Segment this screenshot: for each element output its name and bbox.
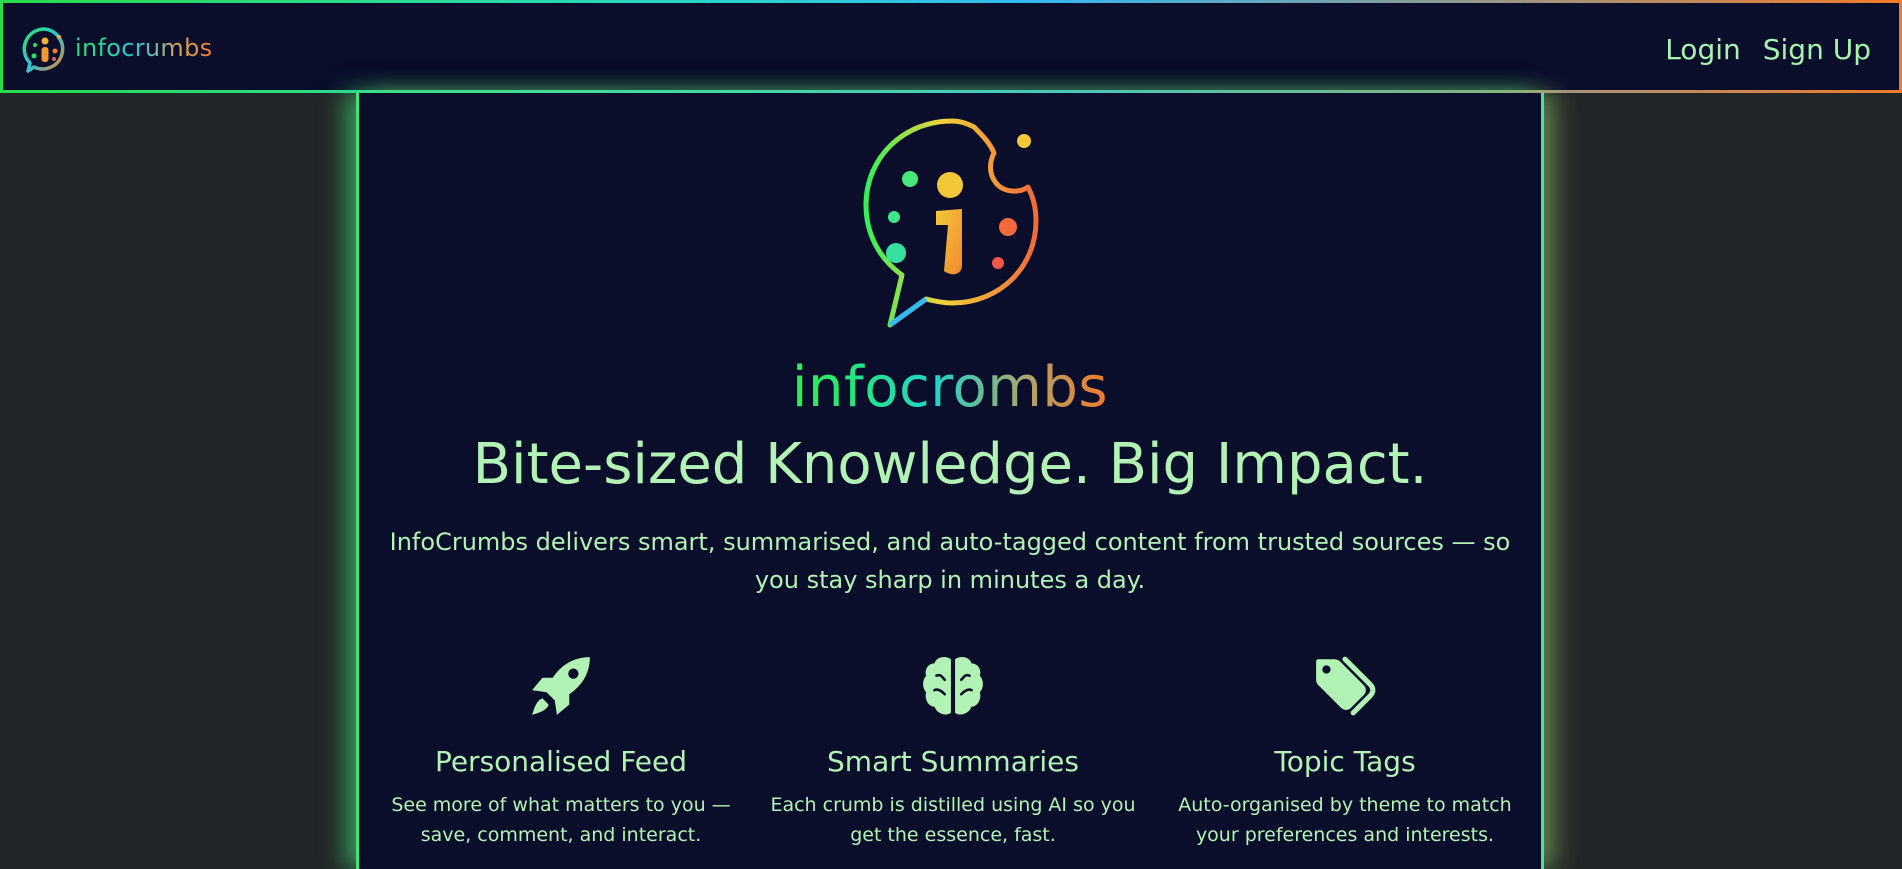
top-navbar: infocrumbs Login Sign Up: [0, 0, 1902, 93]
nav-links: Login Sign Up: [1665, 33, 1871, 66]
infocrumbs-hero-logo-icon: [863, 118, 1039, 328]
feature-description: See more of what matters to you — save, …: [391, 794, 731, 846]
brand-wordmark: infocrombs: [791, 355, 1109, 420]
feature-list: Personalised Feed See more of what matte…: [371, 653, 1535, 850]
login-link[interactable]: Login: [1665, 33, 1741, 66]
brain-icon: [923, 657, 983, 715]
feature-description: Auto-organised by theme to match your pr…: [1178, 794, 1512, 846]
feature-description: Each crumb is distilled using AI so you …: [770, 794, 1136, 846]
brand-name: infocrumbs: [75, 34, 213, 62]
brand-link[interactable]: infocrumbs: [19, 25, 212, 75]
tags-icon: [1316, 656, 1376, 716]
infocrumbs-logo-icon: [22, 27, 65, 73]
page-title: Bite-sized Knowledge. Big Impact.: [472, 432, 1428, 497]
feature-title: Personalised Feed: [434, 745, 688, 778]
feature-personalised-feed: Personalised Feed See more of what matte…: [371, 653, 751, 850]
hero-panel: infocrombs Bite-sized Knowledge. Big Imp…: [356, 93, 1544, 869]
signup-link[interactable]: Sign Up: [1762, 33, 1871, 66]
feature-title: Topic Tags: [1274, 745, 1416, 778]
feature-smart-summaries: Smart Summaries Each crumb is distilled …: [763, 653, 1143, 850]
intro-text: InfoCrumbs delivers smart, summarised, a…: [389, 528, 1511, 594]
feature-title: Smart Summaries: [827, 745, 1079, 778]
rocket-icon: [532, 657, 590, 715]
feature-topic-tags: Topic Tags Auto-organised by theme to ma…: [1155, 653, 1535, 850]
